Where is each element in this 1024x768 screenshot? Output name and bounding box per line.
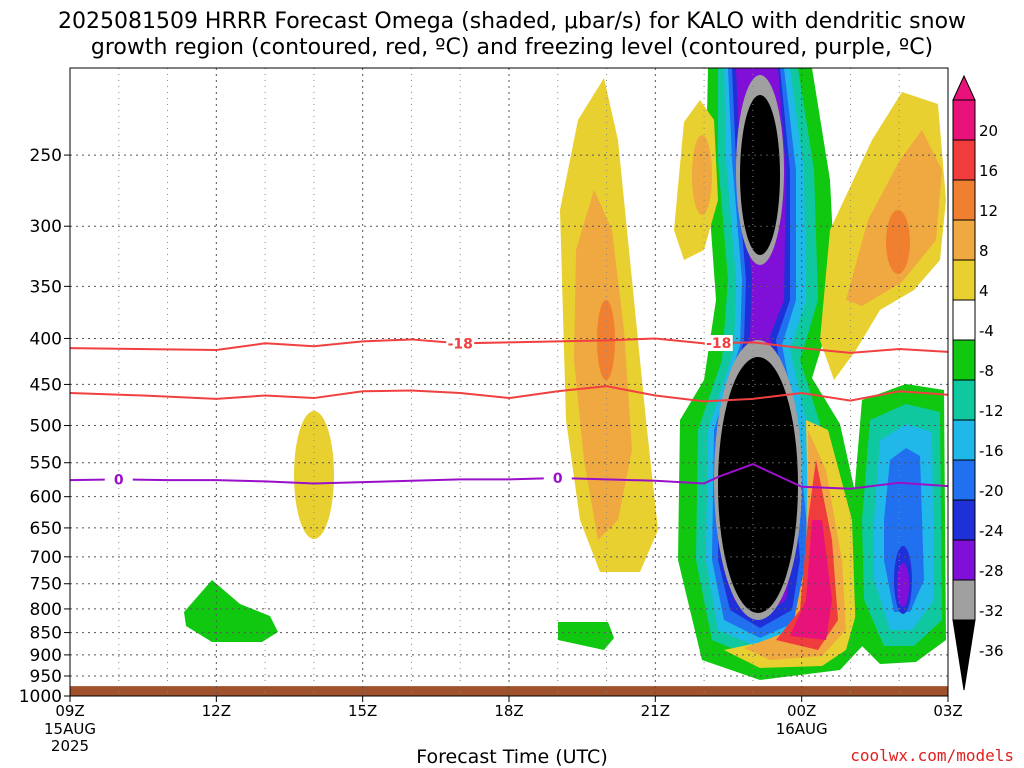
- colorbar-segment: [952, 219, 976, 261]
- contour-dendritic-top: [70, 337, 948, 354]
- colorbar-segment: [952, 299, 976, 341]
- colorbar-label: -4: [979, 322, 994, 340]
- source-credit: coolwx.com/models: [850, 746, 1014, 765]
- colorbar-segment: [952, 179, 976, 221]
- contour-label-freezing-level: 0: [114, 472, 124, 488]
- x-tick-label: 18Z: [494, 702, 523, 720]
- chart-title-line-2: growth region (contoured, red, ºC) and f…: [90, 35, 934, 60]
- colorbar-label: -24: [979, 522, 1004, 540]
- x-tick-label: 15Z: [348, 702, 377, 720]
- shade-ascent-lower-core: [718, 357, 798, 613]
- contour-lines: -18 -18 0 0: [70, 335, 948, 490]
- y-tick-label: 1000: [19, 687, 62, 707]
- shade-weak-ascent-12z: [184, 580, 278, 642]
- contour-label-bg: [446, 335, 475, 352]
- x-axis-label: Forecast Time (UTC): [416, 746, 608, 768]
- contour-freezing-level: [70, 463, 948, 490]
- y-tick-label: 900: [30, 646, 62, 666]
- colorbar-segment: [952, 379, 976, 421]
- y-tick-label: 950: [30, 667, 62, 687]
- x-tick-label: 21Z: [641, 702, 670, 720]
- shade-ascent-upper-core: [740, 95, 780, 255]
- x-tick-label: 00Z: [787, 702, 816, 720]
- colorbar-segment: [952, 459, 976, 501]
- colorbar-label: -20: [979, 482, 1004, 500]
- colorbar-segment: [952, 579, 976, 621]
- colorbar-label: -36: [979, 642, 1004, 660]
- contour-label-bg: [704, 335, 733, 352]
- y-tick-label: 500: [30, 417, 62, 437]
- contour-label-dendritic-top: -18: [448, 336, 473, 352]
- y-axis-ticks: 2503003504004505005506006507007508008509…: [19, 146, 70, 707]
- shade-secondary-ascent-20: [884, 448, 924, 612]
- shade-weak-descent-14z: [294, 411, 334, 539]
- colorbar-segment: [952, 339, 976, 381]
- colorbar-label: -32: [979, 602, 1004, 620]
- colorbar-label: -28: [979, 562, 1004, 580]
- shade-weak-ascent-19z: [558, 622, 614, 650]
- colorbar-label: 12: [979, 202, 998, 220]
- colorbar-segment: [952, 499, 976, 541]
- colorbar: 20 16 12 8 4 -4 -8 -12 -16 -20 -24 -28 -32 -36: [952, 74, 1004, 691]
- y-tick-label: 650: [30, 519, 62, 539]
- colorbar-segment: [952, 259, 976, 301]
- shade-upper-descent-max: [886, 210, 910, 274]
- colorbar-label: -12: [979, 402, 1004, 420]
- contour-label-bg: [543, 470, 572, 487]
- y-tick-label: 400: [30, 329, 62, 349]
- colorbar-label: 8: [979, 242, 989, 260]
- y-tick-label: 550: [30, 454, 62, 474]
- x-tick-label: 12Z: [202, 702, 231, 720]
- colorbar-segment: [952, 99, 976, 141]
- y-tick-label: 750: [30, 575, 62, 595]
- colorbar-label: -16: [979, 442, 1004, 460]
- shade-low-descent-magenta: [790, 520, 832, 640]
- x-tick-label: 03Z: [933, 702, 962, 720]
- colorbar-label: 4: [979, 282, 989, 300]
- x-tick-sublabel: 15AUG: [44, 720, 96, 738]
- colorbar-label: 16: [979, 162, 998, 180]
- y-tick-label: 800: [30, 600, 62, 620]
- y-tick-label: 600: [30, 488, 62, 508]
- y-tick-label: 350: [30, 277, 62, 297]
- colorbar-bottom-arrow: [952, 619, 976, 691]
- y-tick-label: 850: [30, 624, 62, 644]
- contour-label-dendritic-top: -18: [706, 336, 731, 352]
- colorbar-segment: [952, 139, 976, 181]
- chart-title-line-1: 2025081509 HRRR Forecast Omega (shaded, …: [57, 9, 967, 34]
- y-tick-label: 300: [30, 217, 62, 237]
- x-tick-label: 09Z: [55, 702, 84, 720]
- colorbar-top-arrow: [952, 74, 976, 101]
- colorbar-label: 20: [979, 122, 998, 140]
- shade-upper-descent-21z-core: [692, 135, 712, 215]
- colorbar-segment: [952, 539, 976, 581]
- y-tick-label: 250: [30, 146, 62, 166]
- contour-dendritic-bottom: [70, 385, 948, 403]
- shade-secondary-ascent-28: [897, 563, 909, 607]
- y-tick-label: 700: [30, 548, 62, 568]
- x-tick-sublabel: 16AUG: [776, 720, 828, 738]
- omega-shading: [70, 68, 948, 696]
- below-ground-band: [70, 686, 948, 696]
- x-tick-sublabel: 2025: [51, 737, 89, 755]
- contour-label-freezing-level: 0: [553, 471, 563, 487]
- y-tick-label: 450: [30, 375, 62, 395]
- colorbar-label: -8: [979, 362, 994, 380]
- colorbar-segment: [952, 419, 976, 461]
- contour-label-bg: [104, 471, 133, 488]
